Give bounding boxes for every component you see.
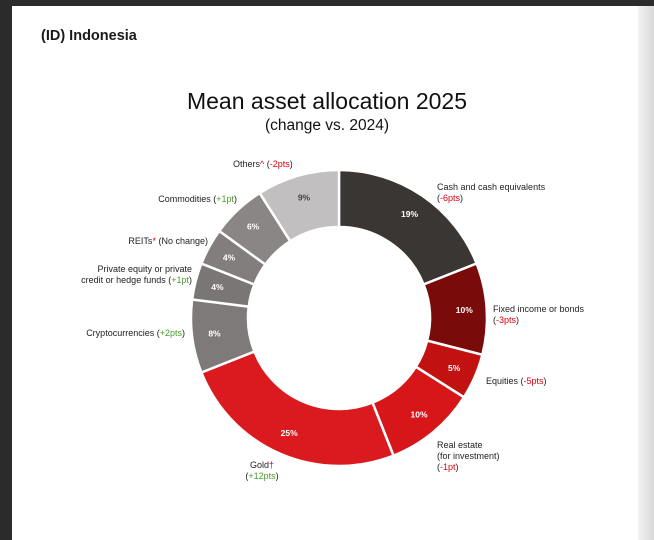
value-label-crypto: 8% (208, 329, 221, 339)
value-label-others: 9% (298, 192, 311, 202)
value-label-gold: 25% (281, 428, 298, 438)
label-private-equity: Private equity or private credit or hedg… (81, 264, 192, 285)
label-fixed-income: Fixed income or bonds (-3pts) (493, 304, 585, 325)
value-label-cash: 19% (401, 209, 418, 219)
value-label-commodities: 6% (247, 222, 260, 232)
region-heading: (ID) Indonesia (41, 28, 137, 44)
label-reits: REITs* (No change) (128, 236, 208, 246)
label-cryptocurrencies: Cryptocurrencies (+2pts) (86, 328, 185, 338)
value-label-fixed: 10% (456, 305, 473, 315)
value-label-realestate: 10% (410, 410, 427, 420)
value-label-private: 4% (211, 282, 224, 292)
value-label-equities: 5% (448, 363, 461, 373)
label-gold: Gold† (+12pts) (245, 460, 279, 481)
chart-title: Mean asset allocation 2025 (186, 88, 468, 114)
chart-subtitle: (change vs. 2024) (264, 117, 390, 134)
label-cash: Cash and cash equivalents (-6pts) (437, 182, 546, 203)
label-equities: Equities (-5pts) (486, 376, 547, 386)
slice-gold (199, 349, 396, 468)
label-commodities: Commodities (+1pt) (158, 194, 237, 204)
label-real-estate: Real estate (for investment) (-1pt) (437, 440, 500, 472)
label-others: Others^ (-2pts) (233, 159, 293, 169)
page-edge-shadow (638, 6, 654, 540)
slice-others (257, 168, 341, 243)
value-label-reits: 4% (223, 253, 236, 263)
